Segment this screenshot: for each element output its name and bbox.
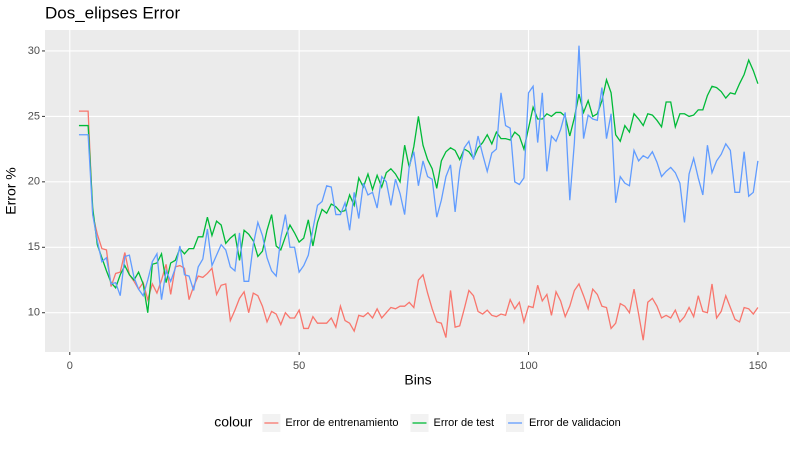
y-axis-label: Error % <box>3 167 19 214</box>
x-tick-label: 150 <box>749 360 767 372</box>
legend: colour Error de entrenamiento Error de tes… <box>214 414 621 432</box>
legend-title: colour <box>214 414 252 430</box>
series-line <box>78 58 759 313</box>
x-axis-label: Bins <box>404 372 431 388</box>
x-tick-label: 50 <box>293 360 305 372</box>
series-line <box>78 110 759 341</box>
chart-title: Dos_elipses Error <box>45 3 180 22</box>
legend-label: Error de validacion <box>529 417 621 429</box>
series-line <box>78 45 759 300</box>
y-tick-label: 15 <box>28 241 40 253</box>
y-tick-label: 20 <box>28 176 40 188</box>
x-tick-label: 100 <box>519 360 537 372</box>
y-tick-label: 25 <box>28 110 40 122</box>
y-tick-label: 10 <box>28 307 40 319</box>
y-tick-label: 30 <box>28 45 40 57</box>
legend-label: Error de entrenamiento <box>285 417 398 429</box>
panel <box>45 30 790 352</box>
x-tick-label: 0 <box>67 360 73 372</box>
legend-label: Error de test <box>434 417 495 429</box>
